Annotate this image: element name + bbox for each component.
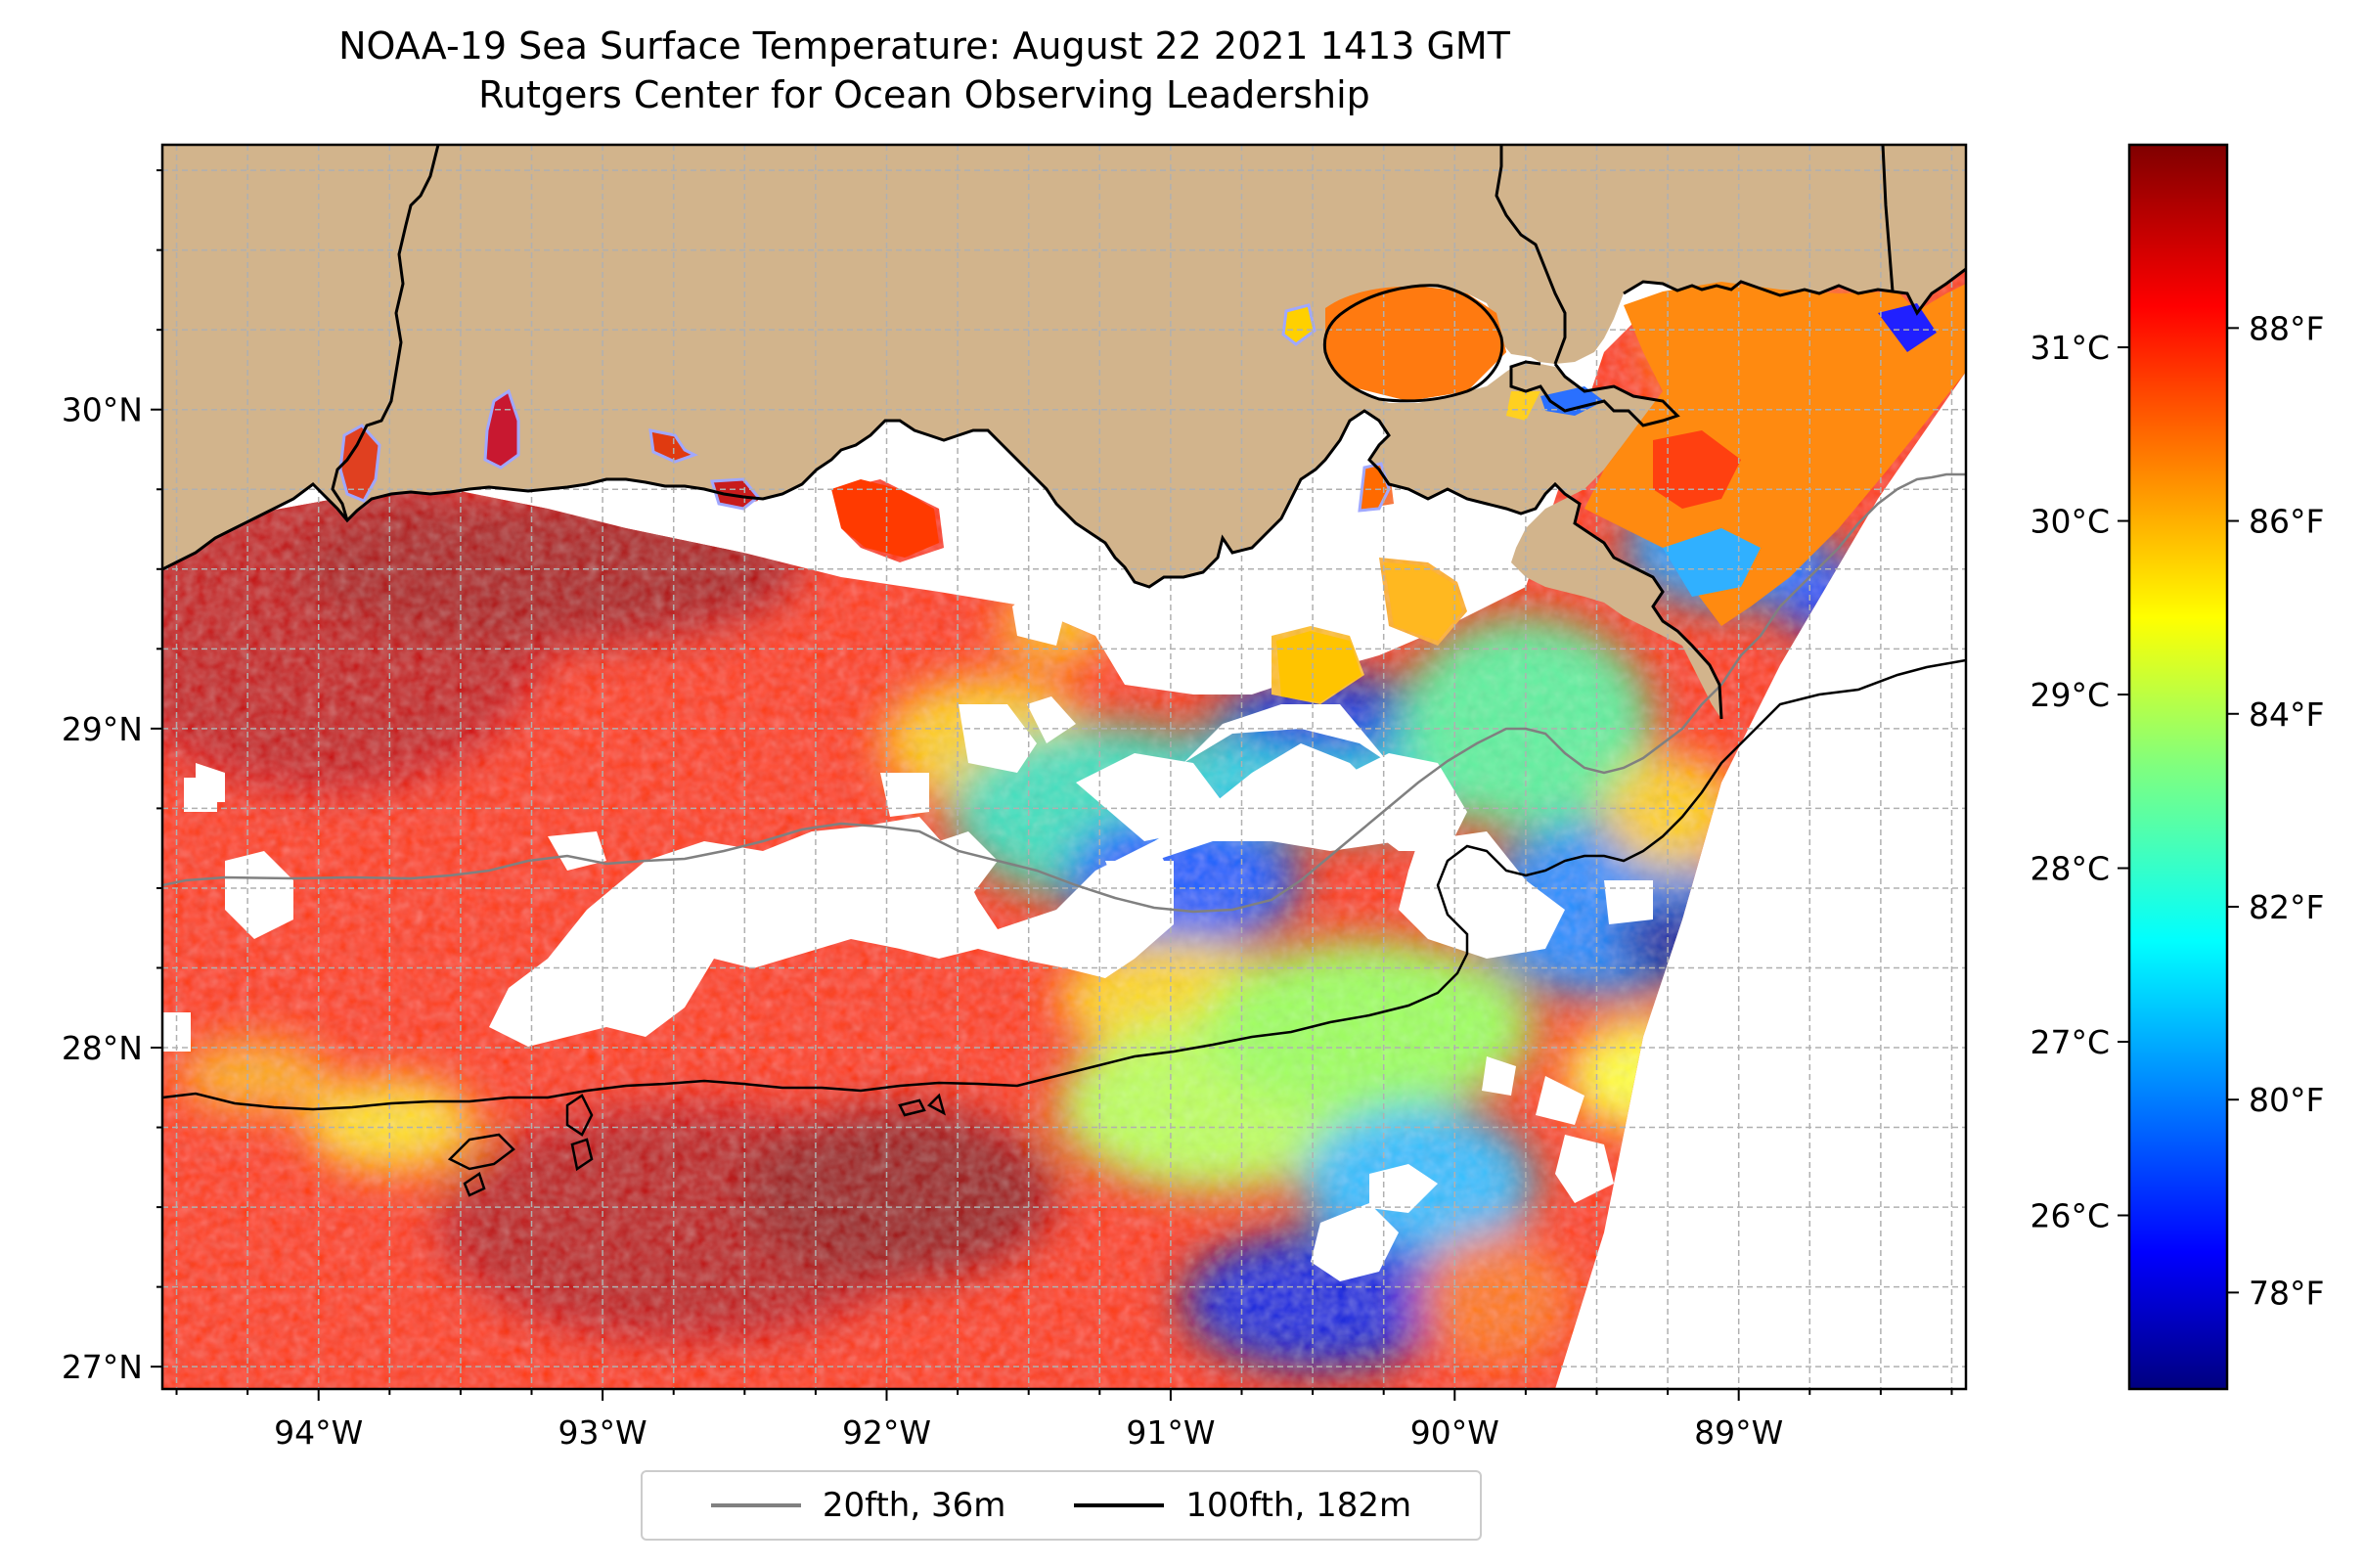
lon-tick-label: 94°W <box>274 1413 363 1452</box>
isobath-100fth <box>162 658 1966 1111</box>
legend-swatch-20fth <box>710 1503 801 1507</box>
colorbar-celsius-label: 29°C <box>2030 676 2110 714</box>
colorbar-fahrenheit-label: 88°F <box>2249 309 2324 347</box>
colorbar-fahrenheit-label: 82°F <box>2249 888 2324 926</box>
legend-item-20fth: 20fth, 36m <box>710 1486 1006 1525</box>
coastline-lake-ponchartrain <box>1322 284 1504 403</box>
colorbar-fahrenheit-label: 86°F <box>2249 503 2324 541</box>
state-boundary-tx-la <box>331 145 440 521</box>
colorbar <box>2127 143 2229 1391</box>
longitude-axis: 94°W 93°W 92°W 91°W 90°W 89°W <box>175 1389 1953 1452</box>
lat-tick-label: 28°N <box>62 1029 143 1067</box>
legend-label-20fth: 20fth, 36m <box>822 1486 1006 1525</box>
colorbar-celsius-label: 28°C <box>2030 850 2110 888</box>
map-title: NOAA-19 Sea Surface Temperature: August … <box>0 22 1849 119</box>
lon-tick-label: 92°W <box>842 1413 931 1452</box>
legend-swatch-100fth <box>1074 1503 1165 1507</box>
legend-item-100fth: 100fth, 182m <box>1074 1486 1411 1525</box>
inland-water-data <box>338 282 1966 702</box>
title-line-1: NOAA-19 Sea Surface Temperature: August … <box>338 24 1510 67</box>
lon-tick-label: 90°W <box>1410 1413 1499 1452</box>
lat-tick-label: 27°N <box>62 1348 143 1386</box>
isobath-legend: 20fth, 36m 100fth, 182m <box>641 1470 1482 1541</box>
lat-tick-label: 30°N <box>62 391 143 429</box>
lon-tick-label: 93°W <box>558 1413 647 1452</box>
colorbar-celsius-label: 26°C <box>2030 1197 2110 1235</box>
colorbar-celsius-label: 27°C <box>2030 1023 2110 1061</box>
colorbar-fahrenheit-axis: 78°F 80°F 82°F 84°F 86°F 88°F <box>2227 309 2324 1312</box>
colorbar-celsius-label: 31°C <box>2030 329 2110 367</box>
plot-frame <box>160 143 1968 1391</box>
colorbar-fahrenheit-label: 84°F <box>2249 695 2324 734</box>
colorbar-fahrenheit-label: 80°F <box>2249 1081 2324 1119</box>
colorbar-celsius-axis: 26°C 27°C 28°C 29°C 30°C 31°C <box>2030 329 2129 1235</box>
cloud-gaps <box>162 548 1897 1281</box>
state-boundary-ms-al <box>1881 145 1895 292</box>
coastline <box>162 409 1723 720</box>
colorbar-celsius-label: 30°C <box>2030 503 2110 541</box>
lon-tick-label: 91°W <box>1126 1413 1215 1452</box>
colorbar-fahrenheit-label: 78°F <box>2249 1274 2324 1312</box>
isobath-20fth <box>162 472 1966 914</box>
latitude-axis: 27°N 28°N 29°N 30°N <box>62 169 162 1386</box>
legend-label-100fth: 100fth, 182m <box>1185 1486 1412 1525</box>
state-boundary-la-ms <box>1495 145 1567 365</box>
coastline-ms-sound <box>1509 267 1966 427</box>
graticule-minor <box>162 145 1966 1389</box>
lat-tick-label: 29°N <box>62 710 143 748</box>
title-line-2: Rutgers Center for Ocean Observing Leade… <box>478 73 1370 116</box>
isobath-100fth-islands <box>447 1093 946 1197</box>
land-mass <box>162 145 1966 719</box>
lon-tick-label: 89°W <box>1694 1413 1783 1452</box>
